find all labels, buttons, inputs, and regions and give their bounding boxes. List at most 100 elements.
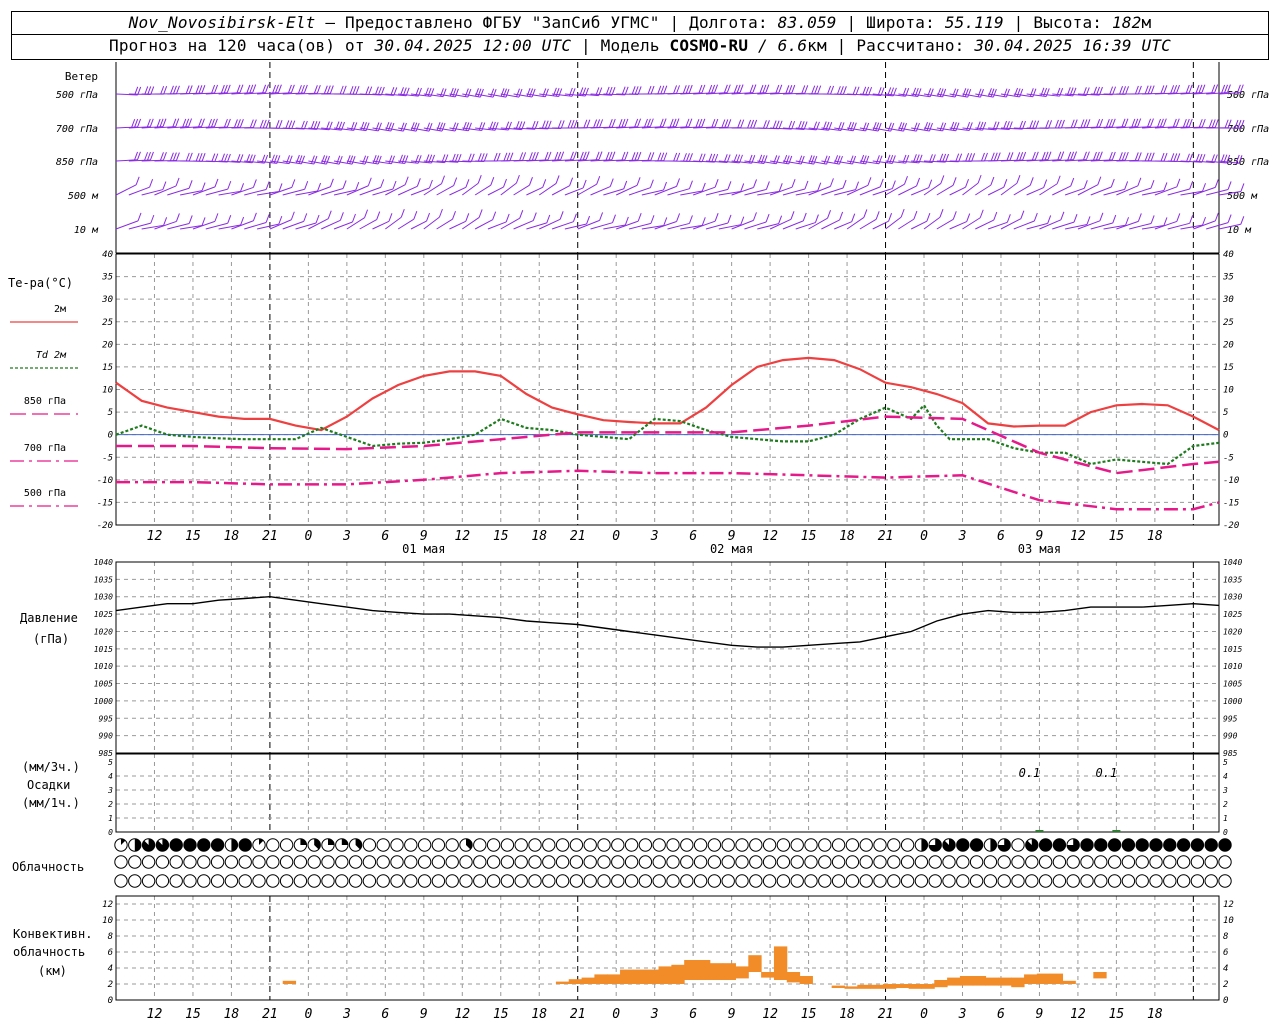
wind-barb-flag bbox=[531, 120, 536, 130]
wind-barb-flag bbox=[188, 118, 193, 127]
wind-barb-shaft bbox=[795, 222, 816, 230]
wind-barb-flag bbox=[663, 217, 668, 226]
wind-barb bbox=[641, 152, 668, 162]
cloud-circle bbox=[1011, 855, 1025, 869]
wind-barb-shaft bbox=[859, 160, 880, 165]
cloud-circle bbox=[956, 874, 970, 888]
cloud-symbol bbox=[749, 874, 763, 888]
y-tick-label: 10 bbox=[102, 386, 113, 396]
cloud-circle bbox=[818, 855, 832, 869]
cloud-symbol bbox=[500, 874, 515, 888]
wind-barb-shaft bbox=[218, 190, 241, 196]
wind-barb-flag bbox=[390, 87, 395, 96]
wind-barb-flag bbox=[673, 85, 678, 94]
wind-barb-flag bbox=[1073, 151, 1077, 160]
cloud-symbol bbox=[1149, 874, 1163, 888]
wind-barb-flag bbox=[137, 118, 142, 128]
wind-barb bbox=[693, 84, 719, 95]
wind-barb bbox=[1206, 181, 1232, 196]
wind-barb bbox=[923, 209, 944, 230]
wind-barb-flag bbox=[380, 86, 385, 96]
wind-barb-shaft bbox=[1167, 92, 1190, 95]
wind-barb-flag bbox=[1118, 152, 1123, 161]
cloud-symbol bbox=[721, 855, 735, 869]
wind-barb-flag bbox=[1022, 120, 1026, 130]
wind-barb bbox=[1218, 154, 1243, 164]
wind-barb-flag bbox=[913, 210, 918, 220]
wind-barb-flag bbox=[441, 122, 446, 132]
wind-barb-shaft bbox=[397, 218, 415, 230]
wind-barb-shaft bbox=[295, 160, 315, 165]
wind-barb-flag bbox=[1237, 119, 1242, 129]
wind-barb-shaft bbox=[1141, 189, 1165, 196]
wind-barb bbox=[936, 88, 959, 98]
wind-barb-flag bbox=[875, 211, 880, 220]
cloud-circle bbox=[197, 855, 211, 869]
wind-barb-flag bbox=[288, 120, 293, 129]
wind-barb-shaft bbox=[1000, 218, 1022, 230]
cloud-symbol bbox=[956, 855, 970, 869]
cloud-symbol bbox=[362, 874, 377, 888]
cloud-circle bbox=[818, 874, 832, 888]
cloud-symbol bbox=[307, 874, 321, 888]
wind-barb bbox=[295, 155, 318, 165]
wind-barb-flag bbox=[685, 85, 690, 94]
wind-barb bbox=[308, 178, 334, 196]
wind-barb-shaft bbox=[513, 184, 530, 196]
wind-barb bbox=[988, 88, 1010, 98]
wind-barb-shaft bbox=[731, 187, 754, 196]
cloud-circle bbox=[666, 855, 680, 869]
wind-barb-flag bbox=[682, 85, 687, 94]
wind-barb-flag bbox=[937, 87, 942, 97]
wind-barb-shaft bbox=[731, 92, 753, 95]
wind-barb-shaft bbox=[962, 127, 983, 131]
cloud-symbol bbox=[1066, 838, 1080, 852]
cloud-symbol bbox=[335, 874, 349, 888]
wind-barb-flag bbox=[428, 122, 433, 132]
wind-barb-shaft bbox=[936, 218, 954, 230]
wind-barb-shaft bbox=[1013, 93, 1033, 98]
wind-barb-shaft bbox=[885, 216, 902, 230]
cloud-circle bbox=[390, 855, 404, 869]
wind-barb-flag bbox=[339, 85, 344, 95]
wind-barb bbox=[718, 183, 745, 196]
cloud-symbol bbox=[169, 838, 183, 852]
cloud-circle bbox=[1163, 874, 1177, 888]
wind-barb-shaft bbox=[154, 185, 177, 196]
wind-barb-shaft bbox=[615, 184, 638, 196]
wind-barb-flag bbox=[518, 88, 523, 98]
cloud-symbol bbox=[1204, 874, 1218, 888]
wind-barb bbox=[885, 208, 905, 230]
convective-bar bbox=[555, 981, 570, 984]
wind-barb-flag bbox=[762, 84, 767, 94]
cloudiness-panel: Облачность bbox=[12, 838, 1232, 888]
cloud-circle bbox=[831, 874, 846, 888]
wind-barb-flag bbox=[1096, 86, 1100, 96]
cloud-circle bbox=[266, 855, 280, 869]
wind-barb-shaft bbox=[1103, 126, 1125, 129]
cloud-symbol bbox=[155, 855, 170, 869]
wind-barb-flag bbox=[214, 178, 219, 188]
wind-barb bbox=[333, 155, 356, 165]
wind-barb bbox=[680, 118, 706, 129]
wind-barb-shaft bbox=[526, 186, 543, 196]
wind-barb-flag bbox=[1006, 152, 1011, 161]
wind-barb-shaft bbox=[410, 187, 430, 196]
cloud-symbol bbox=[528, 874, 542, 888]
temperature-frame bbox=[115, 253, 1220, 526]
wind-barb-flag bbox=[137, 86, 142, 96]
wind-barb-shaft bbox=[423, 183, 442, 196]
wind-barb-flag bbox=[1189, 215, 1194, 224]
wind-barb-flag bbox=[426, 122, 431, 131]
cloud-symbol bbox=[928, 855, 942, 869]
convective-bar bbox=[895, 984, 910, 988]
wind-barb-flag bbox=[1045, 120, 1050, 129]
cloud-symbol bbox=[845, 874, 860, 888]
wind-barb-flag bbox=[278, 215, 283, 225]
wind-barb-flag bbox=[531, 88, 536, 98]
wind-barb-flag bbox=[802, 212, 807, 222]
wind-barb bbox=[346, 155, 369, 165]
cloud-symbol bbox=[404, 838, 418, 852]
cloud-symbol bbox=[749, 855, 763, 869]
wind-barb-flag bbox=[291, 120, 296, 129]
